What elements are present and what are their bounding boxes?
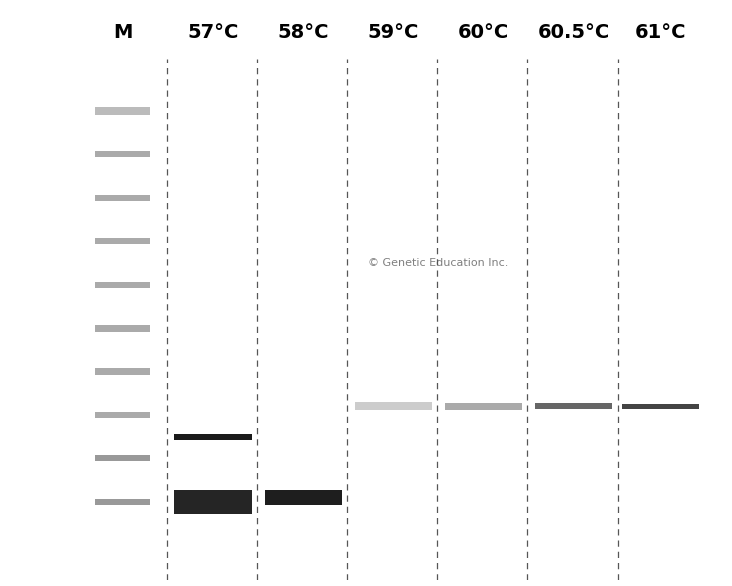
Text: 57°C: 57°C <box>187 23 239 42</box>
Bar <box>95 412 150 418</box>
Text: 200: 200 <box>59 452 81 465</box>
Text: 59°C: 59°C <box>367 23 419 42</box>
Text: 300: 300 <box>59 408 81 421</box>
Bar <box>95 369 150 374</box>
Text: M: M <box>113 23 132 42</box>
Bar <box>95 151 150 157</box>
Bar <box>622 404 699 409</box>
Text: 600: 600 <box>59 278 81 291</box>
Bar <box>95 107 150 115</box>
Text: 700: 700 <box>59 234 81 248</box>
Bar <box>174 490 252 514</box>
Bar <box>264 490 342 505</box>
Text: 900: 900 <box>59 148 81 161</box>
Text: 400: 400 <box>59 365 81 378</box>
Bar <box>355 403 432 410</box>
Text: © Genetic Education Inc.: © Genetic Education Inc. <box>368 258 509 268</box>
Bar <box>95 499 150 505</box>
Bar <box>95 455 150 462</box>
Bar <box>174 434 252 440</box>
Bar <box>95 281 150 288</box>
Text: 60.5°C: 60.5°C <box>537 23 610 42</box>
Bar <box>264 402 342 411</box>
Text: 1000: 1000 <box>51 104 81 117</box>
Bar <box>95 238 150 244</box>
Text: 60°C: 60°C <box>458 23 509 42</box>
Bar <box>174 401 252 411</box>
Bar <box>445 403 522 410</box>
Text: 58°C: 58°C <box>277 23 329 42</box>
Text: 100: 100 <box>59 495 81 509</box>
Text: 500: 500 <box>59 322 81 335</box>
Bar <box>95 195 150 201</box>
Text: 800: 800 <box>59 191 81 204</box>
Bar <box>95 325 150 332</box>
Bar <box>535 403 613 410</box>
Text: 61°C: 61°C <box>635 23 687 42</box>
